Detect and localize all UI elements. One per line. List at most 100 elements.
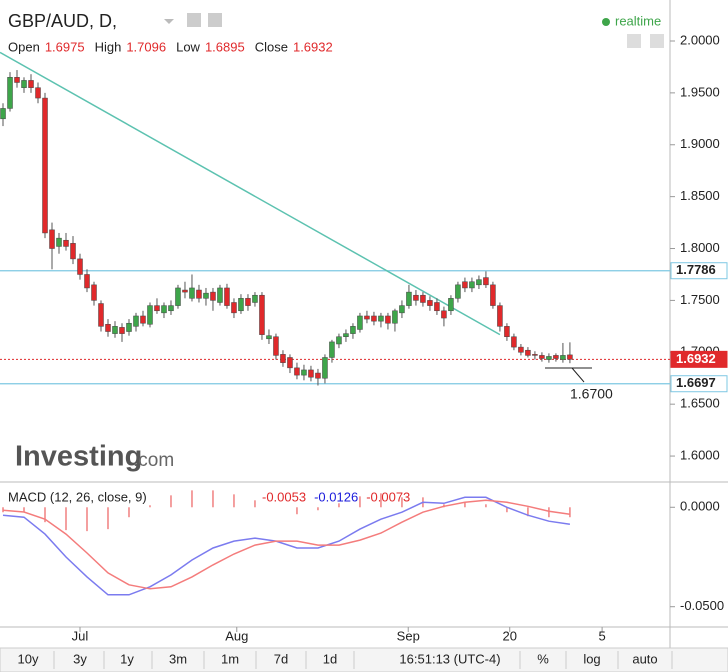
y-tick-label: 1.6500 <box>680 396 720 411</box>
x-tick-label: 20 <box>502 628 516 643</box>
option-button[interactable]: auto <box>632 651 657 666</box>
candle-body <box>315 372 321 379</box>
candle-body <box>322 357 328 379</box>
range-button[interactable]: 3y <box>73 651 87 666</box>
y-tick-label: 1.9500 <box>680 84 720 99</box>
layout-icon[interactable] <box>650 34 664 48</box>
toolbar-bg <box>0 647 728 672</box>
ohlc-value: 1.6932 <box>293 39 333 54</box>
range-button[interactable]: 10y <box>18 651 39 666</box>
macd-histogram-bar <box>86 507 88 532</box>
candle-body <box>525 349 531 356</box>
option-button[interactable]: log <box>583 651 600 666</box>
close-icon[interactable] <box>208 13 222 27</box>
candle-body <box>371 315 377 322</box>
ohlc-value: 1.7096 <box>126 39 166 54</box>
candle-body <box>231 302 237 314</box>
macd-histogram-bar <box>317 507 319 511</box>
candle-body <box>413 294 419 301</box>
range-button[interactable]: 1d <box>323 651 337 666</box>
candle-body <box>504 326 510 337</box>
y-tick-label: 2.0000 <box>680 32 720 47</box>
candle-body <box>210 291 216 301</box>
candle-body <box>161 305 167 314</box>
price-tag-label: 1.6932 <box>676 351 716 366</box>
macd-histogram-bar <box>65 507 67 531</box>
annotation-pointer <box>545 367 592 383</box>
candle-body <box>245 298 251 306</box>
macd-histogram-bar <box>128 507 130 518</box>
candle-body <box>182 289 188 293</box>
candle-body <box>448 298 454 312</box>
candle-body <box>203 292 209 299</box>
logo: Investing <box>15 441 142 473</box>
macd-histogram-bar <box>212 490 214 508</box>
price-tag-label: 1.7786 <box>676 262 716 277</box>
range-button[interactable]: 1m <box>221 651 239 666</box>
candle-body <box>175 287 181 306</box>
macd-line <box>2 496 571 596</box>
macd-histogram-bar <box>170 495 172 508</box>
candle-body <box>350 326 356 334</box>
candle-body <box>406 291 412 306</box>
candle-body <box>98 303 104 327</box>
candle-body <box>266 335 272 340</box>
candle-body <box>273 336 279 356</box>
candle-body <box>70 243 76 260</box>
candle-body <box>539 355 545 359</box>
candle-body <box>112 326 118 334</box>
candle-body <box>56 237 62 247</box>
download-icon[interactable] <box>627 34 641 48</box>
ohlc-label: Low <box>176 39 200 54</box>
macd-histogram-bar <box>44 507 46 523</box>
candle-body <box>14 77 20 83</box>
macd-histogram-bar <box>380 493 382 508</box>
candle-body <box>287 357 293 369</box>
candle-body <box>28 80 34 88</box>
candle-body <box>462 281 468 289</box>
dropdown-icon[interactable] <box>164 19 174 24</box>
x-tick-label: Sep <box>397 628 420 643</box>
candle-body <box>392 310 398 324</box>
candle-body <box>35 87 41 99</box>
candle-body <box>84 274 90 289</box>
macd-readout: -0.0126 <box>314 489 358 504</box>
macd-histogram-bar <box>401 497 403 508</box>
candle-body <box>294 367 300 376</box>
x-tick-label: 5 <box>598 628 605 643</box>
range-button[interactable]: 3m <box>169 651 187 666</box>
status: realtime <box>615 13 661 28</box>
candle-body <box>553 355 559 359</box>
range-button[interactable]: 7d <box>274 651 288 666</box>
candle-body <box>252 294 258 303</box>
range-button[interactable]: 1y <box>120 651 134 666</box>
candle-body <box>224 287 230 306</box>
candle-body <box>7 77 13 109</box>
macd-tick-label: 0.0000 <box>680 499 720 514</box>
candle-body <box>364 315 370 320</box>
trendline <box>0 51 501 336</box>
candle-body <box>336 336 342 345</box>
macd-line <box>2 499 571 590</box>
ohlc-value: 1.6975 <box>45 39 85 54</box>
price-tag-label: 1.6697 <box>676 375 716 390</box>
candle-body <box>427 300 433 306</box>
option-button[interactable]: % <box>537 651 549 666</box>
settings-icon[interactable] <box>187 13 201 27</box>
symbol-title: GBP/AUD, D, <box>8 11 117 31</box>
candle-body <box>238 298 244 312</box>
ohlc-value: 1.6895 <box>205 39 245 54</box>
x-tick-label: Jul <box>72 628 89 643</box>
ohlc-label: Close <box>255 39 288 54</box>
candle-body <box>385 315 391 324</box>
macd-histogram-bar <box>506 507 508 513</box>
candle-body <box>301 369 307 376</box>
candle-body <box>546 356 552 360</box>
candle-body <box>91 284 97 301</box>
macd-histogram-bar <box>527 507 529 517</box>
clock: 16:51:13 (UTC-4) <box>399 651 500 666</box>
candle-body <box>308 369 314 378</box>
candle-body <box>567 354 573 360</box>
y-tick-label: 1.9000 <box>680 136 720 151</box>
candle-body <box>168 305 174 312</box>
